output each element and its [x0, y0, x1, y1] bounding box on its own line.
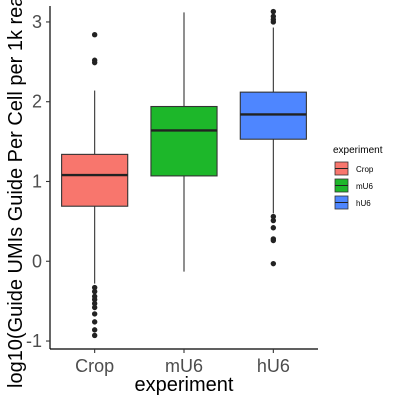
outlier-point — [91, 300, 98, 307]
outlier-point — [270, 213, 277, 220]
y-tick-label: -1 — [26, 331, 42, 351]
y-axis-title: log10(Guide UMIs Guide Per Cell per 1k r… — [5, 0, 27, 388]
boxes — [61, 8, 307, 339]
outlier-point — [91, 319, 98, 325]
iqr-box — [150, 105, 218, 177]
box-crop — [61, 32, 129, 339]
x-tick-label: mU6 — [165, 356, 203, 376]
outlier-point — [91, 311, 98, 317]
legend: experiment Crop mU6 hU6 — [333, 145, 383, 210]
outlier-point — [91, 284, 98, 291]
legend-key-mu6 — [334, 178, 349, 193]
iqr-box — [61, 153, 129, 207]
legend-label: Crop — [356, 165, 374, 174]
legend-label: hU6 — [356, 199, 371, 208]
outlier-point — [91, 32, 98, 38]
outlier-point — [270, 19, 277, 25]
outlier-point — [91, 59, 98, 66]
outlier-point — [91, 304, 98, 311]
outlier-point — [270, 217, 277, 224]
x-ticks: Crop mU6 hU6 — [75, 349, 290, 376]
outlier-point — [91, 327, 98, 333]
outlier-point — [270, 8, 277, 15]
y-tick-label: 2 — [32, 92, 42, 112]
y-tick-label: 0 — [32, 251, 42, 271]
legend-key-hu6 — [334, 195, 349, 210]
y-tick-label: 1 — [32, 171, 42, 191]
legend-entries: Crop mU6 hU6 — [334, 161, 374, 210]
outlier-point — [91, 288, 98, 295]
x-tick-label: hU6 — [257, 356, 290, 376]
y-ticks: -1 0 1 2 3 — [26, 12, 50, 351]
x-axis-title: experiment — [135, 374, 234, 396]
outlier-point — [91, 296, 98, 303]
outlier-point — [270, 237, 277, 244]
box-hu6 — [239, 8, 307, 267]
y-tick-label: 3 — [32, 12, 42, 32]
legend-title: experiment — [333, 145, 383, 156]
outlier-point — [91, 332, 98, 339]
outlier-point — [270, 260, 277, 267]
legend-label: mU6 — [356, 182, 373, 191]
x-tick-label: Crop — [75, 356, 114, 376]
outlier-point — [270, 225, 277, 231]
legend-key-crop — [334, 161, 349, 176]
box-mu6 — [150, 12, 218, 272]
